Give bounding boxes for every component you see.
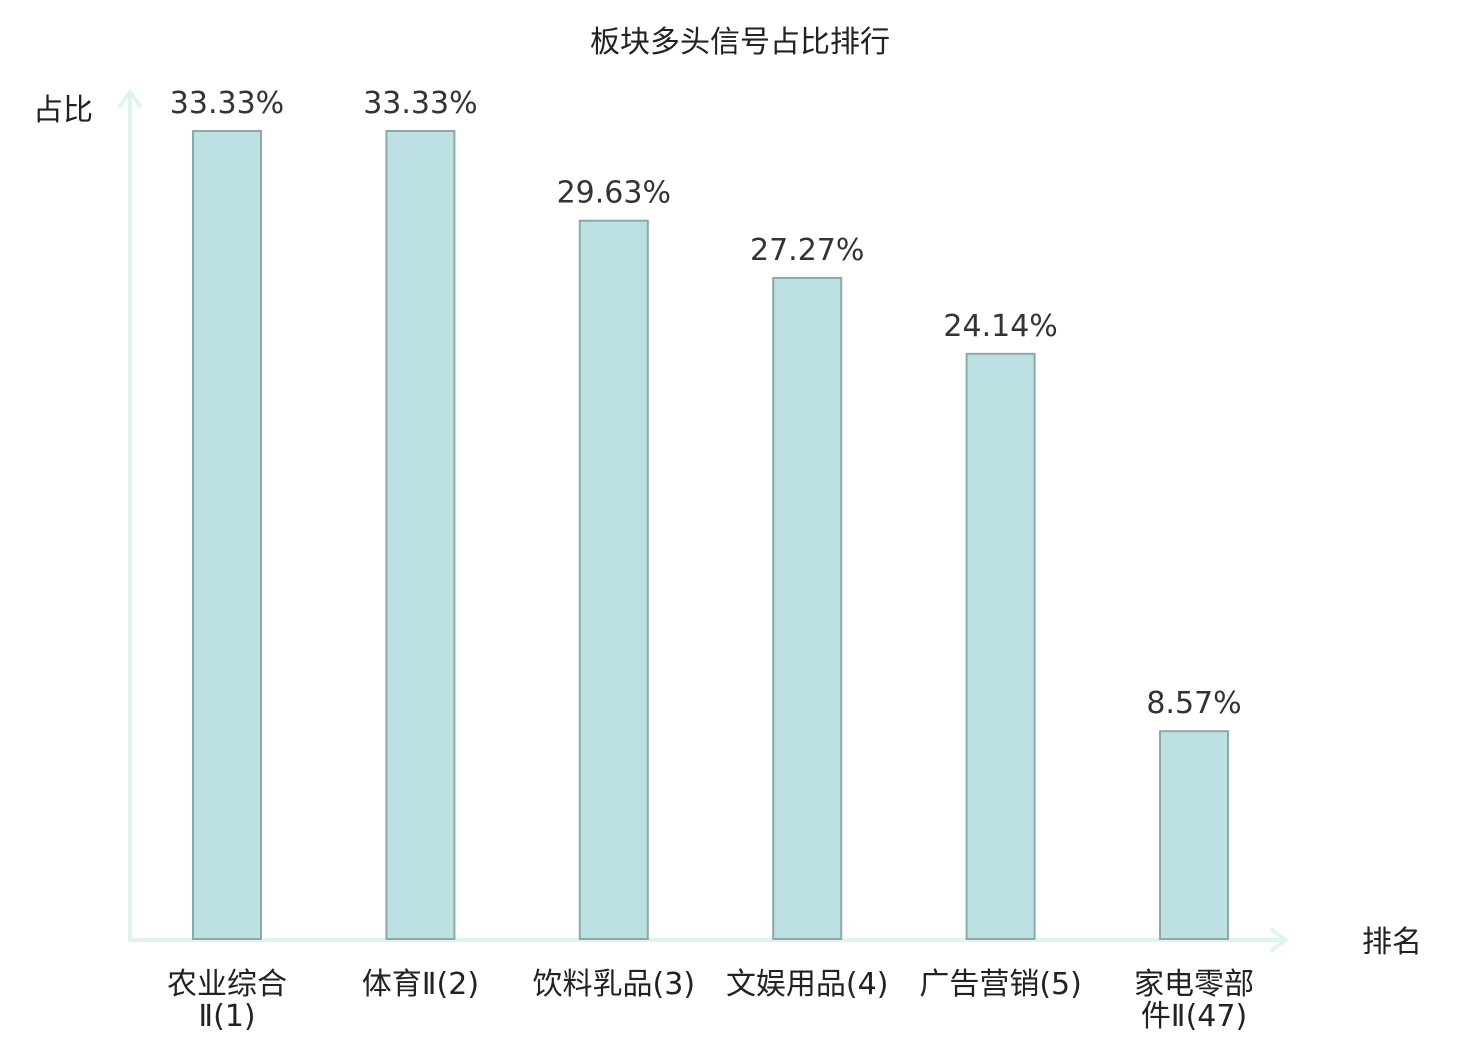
bar-value-label: 27.27%	[750, 233, 864, 268]
y-axis-label: 占比	[33, 93, 93, 128]
x-axis-label: 排名	[1362, 925, 1422, 960]
category-label: 文娱用品(4)	[726, 967, 889, 1002]
y-axis-arrow	[118, 90, 142, 108]
category-label: 饮料乳品(3)	[533, 967, 696, 1002]
bar	[772, 276, 843, 940]
category-label: 家电零部	[1134, 967, 1254, 1002]
bar	[192, 130, 262, 940]
category-label: 体育Ⅱ(2)	[362, 967, 479, 1002]
bar	[1159, 730, 1229, 941]
bar	[578, 219, 649, 940]
bar-value-label: 33.33%	[170, 86, 284, 121]
category-label: 广告营销(5)	[919, 967, 1082, 1002]
axes	[118, 90, 1288, 952]
bar	[965, 352, 1036, 940]
category-label: Ⅱ(1)	[198, 999, 255, 1034]
category-label: 农业综合	[167, 967, 287, 1002]
category-label: 件Ⅱ(47)	[1141, 999, 1247, 1034]
bar-value-label: 29.63%	[557, 176, 671, 211]
bars	[192, 130, 1229, 941]
x-axis-arrow	[1270, 928, 1288, 952]
chart-title: 板块多头信号占比排行	[590, 25, 890, 60]
bar-value-label: 24.14%	[943, 309, 1057, 344]
bar-value-label: 8.57%	[1146, 686, 1241, 721]
value-labels: 33.33% 33.33% 29.63% 27.27% 24.14% 8.57%	[170, 86, 1242, 721]
bar-value-label: 33.33%	[363, 86, 477, 121]
bar	[385, 130, 456, 940]
